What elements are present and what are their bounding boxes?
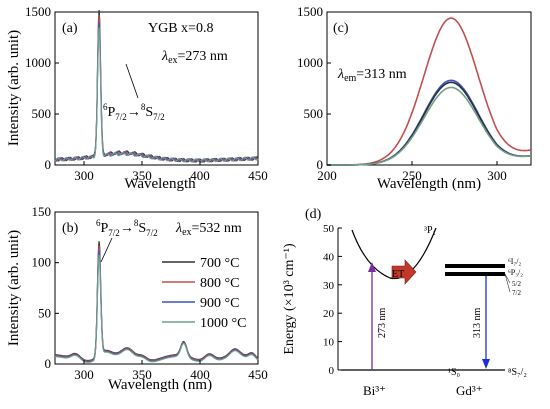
- panel-c-series-line: [327, 86, 532, 166]
- panel-a-series-line: [55, 22, 259, 163]
- panel-c-frame: [326, 11, 532, 166]
- panel-b-legend-label: 700 °C: [200, 256, 239, 271]
- panel-c-ytick-label: 0: [317, 157, 324, 172]
- panel-b-xtick-label: 400: [190, 367, 210, 382]
- panel-b-ylabel: Intensity (arb. unit): [6, 230, 22, 346]
- absorption-arrowhead: [368, 262, 376, 272]
- panel-a: 300 350 400 450 0 500 1000 1500 (a) YGB x=0.8 λ…: [6, 4, 268, 192]
- panel-c-series-line: [327, 79, 532, 166]
- panel-d-ytick-label: 10: [323, 337, 335, 349]
- gd-level-6i: [445, 264, 505, 268]
- gd-level-label-6p: ⁶P₃/₂: [508, 268, 523, 277]
- panel-a-ytick-label: 1000: [25, 55, 51, 70]
- panel-c-xlabel: Wavelength (nm): [377, 176, 481, 192]
- panel-b-legend-label: 1000 °C: [200, 316, 246, 331]
- panel-a-ticks: 300 350 400 450 0 500 1000 1500: [25, 4, 268, 183]
- panel-c-ytick-label: 1500: [297, 4, 323, 19]
- panel-c-xtick-label: 200: [317, 168, 337, 183]
- panel-b-ytick-label: 150: [32, 204, 52, 219]
- panel-b-excitation: λex=532 nm: [175, 221, 242, 238]
- panel-a-frame: [54, 11, 259, 166]
- panel-b: 300 350 400 450 0 50 100 150 (b) 6P7/2→8S7/2 λe…: [6, 204, 268, 393]
- gd-ground-label: ⁸S₇/₂: [508, 367, 527, 378]
- panel-d-ytick-label: 0: [329, 365, 335, 377]
- panel-b-frame: [54, 211, 259, 365]
- bi-label: Bi³⁺: [363, 383, 386, 398]
- et-arrow: [391, 259, 417, 285]
- panel-a-sample: YGB x=0.8: [148, 21, 213, 36]
- panel-d-ytick-label: 20: [323, 308, 335, 320]
- panel-c-series-line: [327, 81, 532, 166]
- panel-b-xtick-label: 300: [74, 367, 94, 382]
- gd-label: Gd³⁺: [456, 383, 483, 398]
- panel-b-legend-label: 900 °C: [200, 296, 239, 311]
- et-label: ET: [392, 269, 404, 280]
- panel-b-series-line: [55, 255, 259, 363]
- panel-a-transition: 6P7/2→8S7/2: [103, 102, 165, 122]
- gd-split-line-1: [504, 273, 511, 284]
- panel-b-label: (b): [62, 221, 79, 236]
- panel-b-ytick-label: 100: [32, 255, 52, 270]
- panel-c-xtick-label: 250: [402, 168, 422, 183]
- panel-c: 200 250 300 0 500 1000 1500 (c) λem=313 nm Wav…: [297, 4, 532, 192]
- panel-a-series-line: [54, 27, 259, 163]
- gd-level-label-72: 7/2: [512, 289, 521, 297]
- emission-label: 313 nm: [472, 308, 483, 339]
- panel-b-legend-label: 800 °C: [200, 276, 239, 291]
- panel-b-ytick-label: 50: [38, 305, 51, 320]
- panel-c-series-line: [327, 17, 532, 166]
- panel-a-ytick-label: 1500: [25, 4, 51, 19]
- panel-b-legend: 700 °C 800 °C 900 °C 1000 °C: [162, 256, 246, 331]
- panel-d-ytick-label: 30: [323, 280, 335, 292]
- panel-b-xlabel: Wavelength (nm): [108, 377, 212, 393]
- bi-excited-curve: [351, 227, 437, 280]
- panel-c-ytick-label: 1000: [297, 55, 323, 70]
- panel-c-curves: [327, 17, 532, 166]
- panel-a-xtick-label: 350: [132, 168, 152, 183]
- panel-c-xtick-label: 300: [487, 168, 507, 183]
- gd-level-label-6i: ⁶I₇/₂: [508, 257, 521, 266]
- bi-ground-label: ¹S₀: [448, 367, 461, 378]
- panel-b-xtick-label: 350: [132, 367, 152, 382]
- gd-split-line-2: [504, 273, 511, 293]
- panel-b-ticks: 300 350 400 450 0 50 100 150: [32, 204, 268, 382]
- panel-c-ytick-label: 500: [304, 106, 324, 121]
- panel-a-xtick-label: 400: [190, 168, 210, 183]
- gd-level-label-52: 5/2: [512, 280, 521, 288]
- panel-d-ticks: 0 10 20 30 40 50: [323, 223, 342, 377]
- panel-a-label: (a): [62, 21, 78, 36]
- panel-a-ytick-label: 500: [32, 106, 52, 121]
- panel-a-curves: [54, 9, 259, 163]
- panel-a-xtick-label: 300: [74, 168, 94, 183]
- panel-b-transition-pointer: [100, 237, 113, 263]
- panel-a-ytick-label: 0: [45, 157, 52, 172]
- panel-d: (d) 0 10 20 30 40 50 Energy (×10³ cm⁻¹) ¹S₀ ³…: [282, 207, 527, 398]
- panel-d-ytick-label: 50: [323, 223, 335, 235]
- panel-a-excitation: λex=273 nm: [161, 49, 228, 66]
- gd-level-6p: [445, 272, 505, 276]
- bi-excited-label: ³P₁: [424, 225, 436, 236]
- panel-c-ticks: 200 250 300 0 500 1000 1500: [297, 4, 507, 183]
- panel-d-ylabel: Energy (×10³ cm⁻¹): [282, 243, 297, 355]
- panel-a-transition-pointer: [125, 63, 139, 99]
- emission-arrowhead: [482, 359, 490, 369]
- panel-b-xtick-label: 450: [248, 367, 268, 382]
- panel-a-xtick-label: 450: [248, 168, 268, 183]
- panel-a-series-line: [54, 15, 259, 163]
- panel-d-ytick-label: 40: [323, 251, 335, 263]
- panel-d-label: (d): [305, 207, 322, 222]
- panel-a-xlabel: Wavelength: [124, 176, 196, 192]
- panel-c-emission: λem=313 nm: [337, 67, 407, 84]
- absorption-label: 273 nm: [377, 308, 388, 339]
- panel-b-curves: [55, 241, 259, 363]
- panel-b-ytick-label: 0: [45, 356, 52, 371]
- panel-c-label: (c): [333, 21, 349, 36]
- panel-b-transition: 6P7/2→8S7/2: [96, 218, 158, 238]
- panel-a-ylabel: Intensity (arb. unit): [6, 30, 22, 146]
